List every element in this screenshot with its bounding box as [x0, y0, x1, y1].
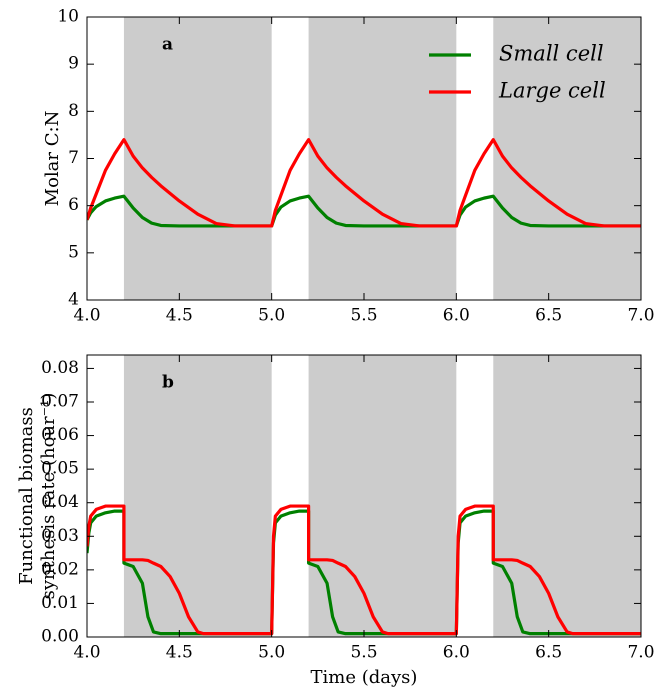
plot-lines	[87, 138, 641, 228]
x-tick-label: 4.0	[73, 643, 100, 663]
panel-label: b	[162, 373, 174, 393]
panel-label: a	[162, 35, 173, 55]
y-tick-label: 8	[68, 101, 79, 121]
data-line	[87, 194, 641, 228]
y-tick-label: 0.07	[41, 392, 79, 412]
x-tick-label: 6.0	[443, 306, 470, 326]
x-tick-label: 7.0	[627, 306, 654, 326]
x-tick-label: 5.5	[350, 306, 377, 326]
x-tick-label: 7.0	[627, 643, 654, 663]
legend-label: Large cell	[498, 79, 606, 103]
legend-label: Small cell	[499, 42, 604, 66]
y-tick-label: 0.06	[41, 425, 79, 445]
x-axis-label: Time (days)	[311, 667, 418, 688]
y-tick-label: 0.04	[41, 492, 79, 512]
y-tick-label: 6	[68, 195, 79, 215]
y-tick-label: 10	[57, 7, 79, 27]
x-tick-label: 6.0	[443, 643, 470, 663]
dark-period	[493, 17, 641, 300]
y-tick-label: 0.02	[41, 559, 79, 579]
data-line	[87, 138, 641, 228]
y-axis-label: Functional biomass	[16, 407, 37, 585]
y-axis-label: synthesis rate (hour⁻¹)	[38, 393, 59, 600]
y-tick-label: 0.00	[41, 627, 79, 647]
dark-period	[123, 17, 272, 300]
y-tick-label: 0.03	[41, 526, 79, 546]
y-tick-label: 9	[68, 54, 79, 74]
y-tick-label: 0.05	[41, 459, 79, 479]
dark-period	[308, 355, 457, 637]
x-tick-label: 6.5	[535, 306, 562, 326]
x-tick-label: 4.5	[166, 306, 193, 326]
x-tick-label: 4.5	[166, 643, 193, 663]
y-tick-label: 0.08	[41, 358, 79, 378]
dark-period	[123, 355, 272, 637]
plot-lines	[87, 504, 641, 636]
y-axis-label: Molar C:N	[42, 111, 63, 207]
x-tick-label: 5.0	[258, 643, 285, 663]
y-tick-label: 0.01	[41, 593, 79, 613]
y-tick-label: 5	[68, 242, 79, 262]
y-tick-label: 4	[68, 290, 79, 310]
x-tick-label: 6.5	[535, 643, 562, 663]
data-line	[87, 509, 641, 636]
y-tick-label: 7	[68, 148, 79, 168]
x-tick-label: 5.5	[350, 643, 377, 663]
x-tick-label: 4.0	[73, 306, 100, 326]
x-tick-label: 5.0	[258, 306, 285, 326]
dark-period	[493, 355, 641, 637]
data-line	[87, 504, 641, 636]
dark-period	[308, 17, 457, 300]
